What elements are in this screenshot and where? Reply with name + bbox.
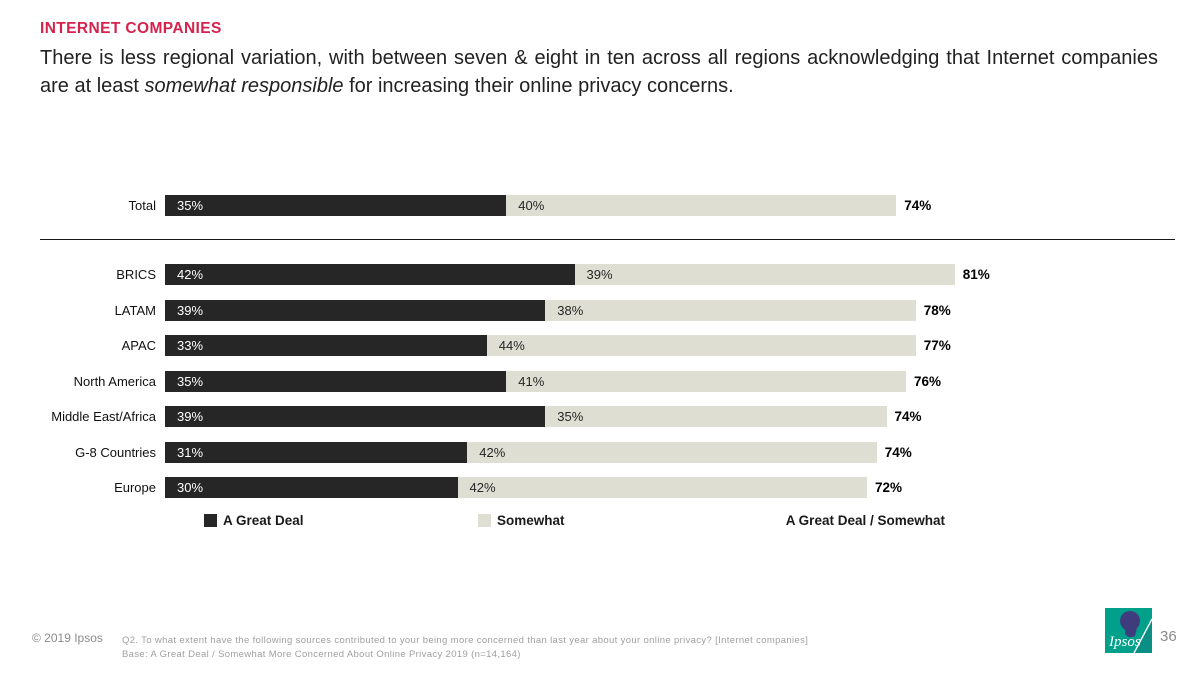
bar-stack: 39% 35% [165,406,887,428]
chart-row-europe: Europe 30% 42% 72% [0,470,1200,506]
chart-row-north-america: North America 35% 41% 76% [0,364,1200,400]
source-line-2: Base: A Great Deal / Somewhat More Conce… [122,649,521,660]
bar-stack: 33% 44% [165,335,916,357]
category-label: Middle East/Africa [51,409,156,425]
segment-value: 35% [177,373,204,389]
bar-stack: 42% 39% [165,264,955,286]
segment-value: 41% [518,373,545,389]
bar-segment-great-deal: 42% [165,264,575,286]
ipsos-logo-icon: Ipsos [1105,608,1153,654]
slide-lede: There is less regional variation, with b… [40,44,1158,100]
legend-item-great-deal-somewhat: A Great Deal / Somewhat [786,513,945,528]
segment-value: 42% [177,267,204,283]
category-label: Total [128,198,156,213]
bar-segment-somewhat: 44% [486,335,916,357]
stacked-bar-chart: Total 35% 40% 74% BRICS 42% 39% 81% LATAM 39% 38%… [0,195,1200,506]
source-note: Q2. To what extent have the following so… [122,634,808,662]
legend-swatch-a-great-deal-icon [204,514,217,527]
total-value: 77% [923,338,951,354]
total-value: 81% [962,267,990,283]
chart-row-middle-east-africa: Middle East/Africa 39% 35% 74% [0,399,1200,435]
segment-value: 39% [586,267,613,283]
total-value: 72% [875,480,903,496]
segment-value: 38% [557,302,584,318]
chart-row-latam: LATAM 39% 38% 78% [0,293,1200,329]
total-value: 74% [904,198,932,213]
region-rows-group: BRICS 42% 39% 81% LATAM 39% 38% 78% APAC 33% 44% 77… [0,257,1200,506]
bar-segment-great-deal: 31% [165,441,468,463]
bar-segment-great-deal: 39% [165,299,546,321]
segment-value: 31% [177,444,204,460]
separator-line [40,239,1175,240]
lede-text-before: There is less regional variation, with b… [40,47,1158,97]
bar-segment-somewhat: 38% [545,299,916,321]
ipsos-logo: Ipsos [1105,608,1153,654]
page-number: 36 [1160,628,1177,645]
category-label: APAC [121,338,156,354]
total-value: 78% [923,302,951,318]
bar-segment-great-deal: 39% [165,406,546,428]
lede-text-italic: somewhat responsible [144,75,344,97]
total-value: 74% [884,444,912,460]
segment-value: 35% [177,198,204,213]
bar-stack: 35% 40% [165,195,897,216]
bar-segment-great-deal: 30% [165,477,458,499]
category-label: North America [73,373,156,389]
bar-stack: 35% 41% [165,370,906,392]
bar-segment-somewhat: 39% [574,264,955,286]
legend-label: A Great Deal / Somewhat [785,513,945,528]
segment-value: 35% [557,409,584,425]
segment-value: 33% [177,338,204,354]
slide-kicker: INTERNET COMPANIES [40,20,222,37]
segment-value: 39% [177,409,204,425]
segment-value: 39% [177,302,204,318]
bar-segment-somewhat: 35% [545,406,887,428]
legend-item-a-great-deal: A Great Deal [204,513,304,528]
chart-row-total: Total 35% 40% 74% [0,195,1200,216]
segment-value: 44% [498,338,525,354]
segment-value: 40% [518,198,545,213]
category-label: G-8 Countries [75,444,156,460]
bar-segment-great-deal: 35% [165,195,507,216]
category-label: BRICS [116,267,156,283]
chart-row-g-8-countries: G-8 Countries 31% 42% 74% [0,435,1200,471]
chart-row-brics: BRICS 42% 39% 81% [0,257,1200,293]
segment-value: 30% [177,480,204,496]
legend-label: Somewhat [497,513,565,528]
source-line-1: Q2. To what extent have the following so… [122,635,809,646]
category-label: Europe [114,480,156,496]
svg-text:Ipsos: Ipsos [1108,634,1141,650]
segment-value: 42% [469,480,496,496]
bar-segment-great-deal: 33% [165,335,487,357]
chart-row-apac: APAC 33% 44% 77% [0,328,1200,364]
total-value: 74% [894,409,922,425]
bar-segment-somewhat: 42% [467,441,877,463]
chart-legend: A Great Deal Somewhat A Great Deal / Som… [0,512,1200,530]
legend-item-somewhat: Somewhat [478,513,565,528]
bar-segment-great-deal: 35% [165,370,507,392]
legend-swatch-somewhat-icon [478,514,491,527]
segment-value: 42% [479,444,506,460]
total-row-group: Total 35% 40% 74% [0,195,1200,216]
bar-stack: 30% 42% [165,477,867,499]
bar-stack: 31% 42% [165,441,877,463]
total-value: 76% [914,373,942,389]
bar-segment-somewhat: 40% [506,195,897,216]
category-label: LATAM [114,302,156,318]
copyright-text: © 2019 Ipsos [32,631,103,645]
bar-segment-somewhat: 42% [457,477,867,499]
bar-segment-somewhat: 41% [506,370,906,392]
bar-stack: 39% 38% [165,299,916,321]
lede-text-after: for increasing their online privacy conc… [343,75,734,97]
legend-label: A Great Deal [223,513,304,528]
